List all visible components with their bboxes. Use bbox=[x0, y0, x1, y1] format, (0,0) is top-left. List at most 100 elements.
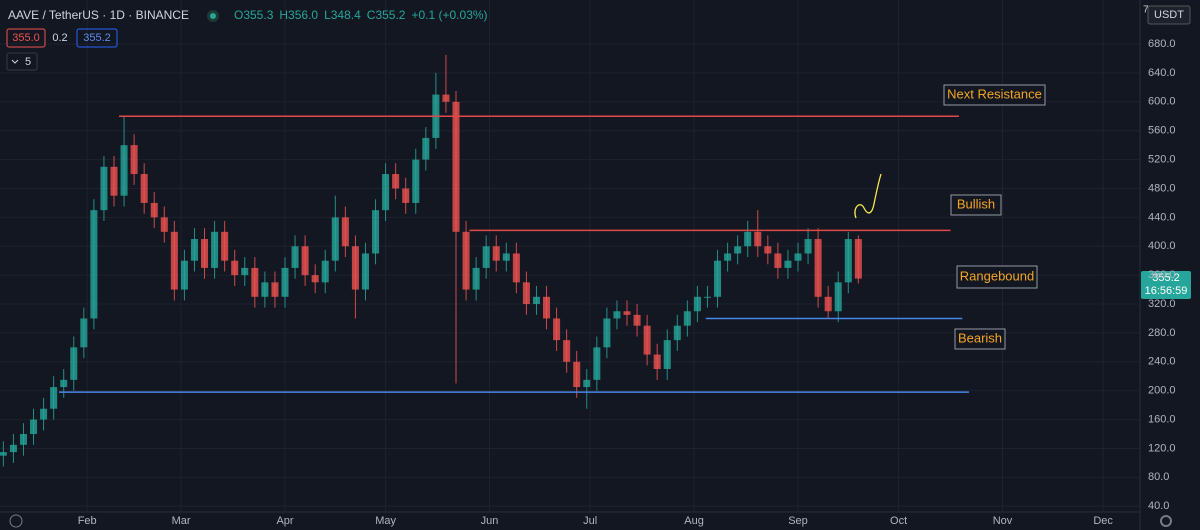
last-price: 355.2 bbox=[1152, 272, 1180, 284]
candle-body bbox=[653, 354, 661, 370]
y-tick-label: 640.0 bbox=[1148, 67, 1176, 79]
candle-body bbox=[100, 166, 108, 211]
candle-body bbox=[19, 434, 27, 445]
candle-body bbox=[140, 174, 148, 203]
candle-body bbox=[784, 260, 792, 268]
corner-label: 7 bbox=[1143, 5, 1149, 16]
candle-body bbox=[764, 246, 772, 254]
spread: 0.2 bbox=[52, 32, 67, 44]
candle-body bbox=[261, 282, 269, 297]
candle-body bbox=[774, 253, 782, 268]
candle-body bbox=[170, 231, 178, 290]
candle-body bbox=[160, 217, 168, 232]
status-dot bbox=[210, 13, 216, 19]
y-tick-label: 440.0 bbox=[1148, 211, 1176, 223]
candle-body bbox=[844, 239, 852, 283]
candle-body bbox=[482, 246, 490, 268]
currency-box[interactable] bbox=[1147, 5, 1191, 25]
ohlc-value: O355.3 bbox=[234, 8, 274, 22]
y-tick-label: 480.0 bbox=[1148, 182, 1176, 194]
annotation: Bearish bbox=[958, 330, 1002, 345]
candle-body bbox=[683, 311, 691, 326]
y-tick-label: 40.0 bbox=[1148, 500, 1169, 512]
annotation-box bbox=[956, 265, 1038, 289]
y-tick-label: 200.0 bbox=[1148, 385, 1176, 397]
candle-body bbox=[231, 260, 239, 276]
candle-body bbox=[0, 452, 7, 456]
candle-body bbox=[90, 210, 98, 319]
candle-body bbox=[110, 166, 118, 196]
y-tick-label: 160.0 bbox=[1148, 413, 1176, 425]
candle-body bbox=[543, 296, 551, 319]
x-tick-label: Dec bbox=[1093, 515, 1113, 527]
y-tick-label: 120.0 bbox=[1148, 442, 1176, 454]
candle-body bbox=[351, 246, 359, 290]
candle-body bbox=[30, 419, 38, 435]
annotation-box bbox=[954, 328, 1006, 350]
candle-body bbox=[120, 145, 128, 196]
candle-body bbox=[452, 101, 460, 232]
candle-body bbox=[301, 246, 309, 276]
x-tick-label: Oct bbox=[890, 515, 907, 527]
plot-area bbox=[0, 0, 1140, 512]
candle-body bbox=[462, 231, 470, 290]
candle-body bbox=[714, 260, 722, 297]
candle-body bbox=[492, 246, 500, 261]
candle-body bbox=[372, 210, 380, 254]
x-tick-label: Feb bbox=[78, 515, 97, 527]
x-tick-label: Jun bbox=[481, 515, 499, 527]
indicators-box[interactable] bbox=[6, 52, 38, 71]
candle-body bbox=[613, 311, 621, 319]
candle-body bbox=[180, 260, 188, 290]
ohlc: O355.3 H356.0 L348.4 C355.2 +0.1 (+0.03%) bbox=[234, 8, 488, 22]
candle-body bbox=[532, 296, 540, 305]
candle-body bbox=[382, 174, 390, 211]
y-tick-label: 560.0 bbox=[1148, 125, 1176, 137]
buy-box[interactable] bbox=[76, 28, 118, 48]
candle-body bbox=[804, 239, 812, 254]
candle-body bbox=[412, 159, 420, 203]
y-tick-label: 680.0 bbox=[1148, 38, 1176, 50]
candle-body bbox=[341, 217, 349, 247]
candle-body bbox=[150, 202, 158, 218]
candle-body bbox=[291, 246, 299, 268]
candle-body bbox=[50, 387, 58, 409]
ohlc-value: H356.0 bbox=[279, 8, 318, 22]
settings-icon[interactable] bbox=[1160, 515, 1172, 527]
candle-body bbox=[623, 311, 631, 315]
y-tick-label: 360.0 bbox=[1148, 269, 1176, 281]
candle-body bbox=[744, 231, 752, 247]
candle-body bbox=[40, 408, 48, 420]
candle-body bbox=[321, 260, 329, 283]
candle-body bbox=[361, 253, 369, 290]
annotation-box bbox=[943, 84, 1046, 106]
candle-body bbox=[673, 325, 681, 341]
candle-body bbox=[392, 174, 400, 189]
candle-body bbox=[241, 267, 249, 276]
buy-price: 355.2 bbox=[83, 32, 111, 44]
candle-body bbox=[331, 217, 339, 261]
candle-body bbox=[724, 253, 732, 261]
candle-body bbox=[512, 253, 520, 283]
x-tick-label: Jul bbox=[583, 515, 597, 527]
sell-box[interactable] bbox=[6, 28, 46, 48]
ohlc-value: L348.4 bbox=[324, 8, 361, 22]
globe-icon[interactable] bbox=[9, 514, 23, 528]
candle-body bbox=[814, 239, 822, 297]
candle-body bbox=[472, 267, 480, 290]
candle-body bbox=[9, 444, 17, 453]
x-tick-label: May bbox=[375, 515, 396, 527]
symbol: AAVE / TetherUS · 1D · BINANCE bbox=[8, 8, 189, 22]
y-tick-label: 240.0 bbox=[1148, 356, 1176, 368]
chevron bbox=[11, 59, 19, 64]
candle-body bbox=[603, 318, 611, 348]
candle-body bbox=[643, 325, 651, 355]
candle-body bbox=[854, 239, 862, 279]
y-tick-label: 520.0 bbox=[1148, 154, 1176, 166]
candle-body bbox=[402, 188, 410, 203]
candle-body bbox=[834, 282, 842, 312]
candle-body bbox=[311, 275, 319, 283]
annotation: Rangebound bbox=[960, 268, 1034, 283]
